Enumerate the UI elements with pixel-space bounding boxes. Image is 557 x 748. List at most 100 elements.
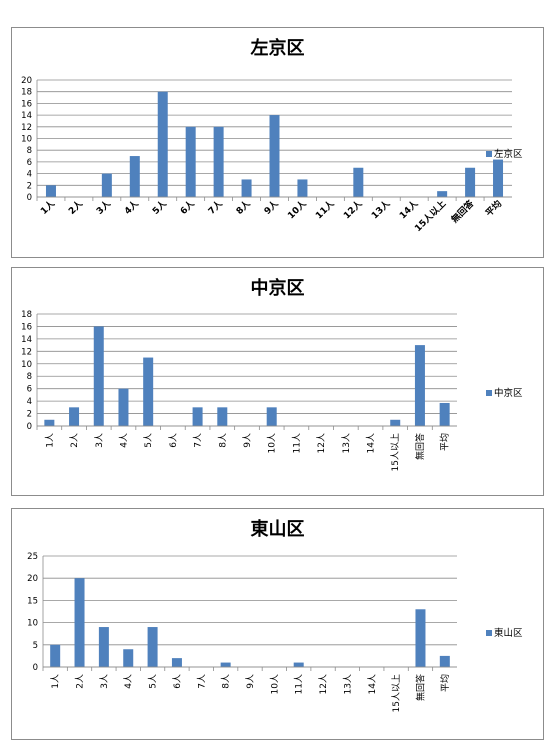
bar [269,115,280,197]
bar [439,655,450,667]
legend-label: 中京区 [494,387,523,399]
y-tick-label: 0 [27,193,32,203]
y-tick-label: 4 [27,397,32,407]
bar [297,179,308,197]
bar [217,407,228,426]
x-tick-label: 12人 [318,674,329,694]
x-tick-label: 1人 [44,433,55,448]
legend-swatch [486,630,492,636]
y-tick-label: 6 [27,158,32,168]
y-tick-label: 0 [33,663,38,673]
x-tick-label: 8人 [217,433,228,448]
bar [185,126,196,197]
x-tick-label: 13人 [341,433,352,453]
bar [74,578,85,667]
chart-panel-sakyo: 左京区 0 2 4 6 8 10 12 14 16 18 20 1人 2人 3人 4人 5人 6人 7人 8人 9人 10… [11,27,544,258]
bar [266,407,277,426]
bar [101,173,112,197]
bar [50,644,61,667]
x-tick-label: 2人 [66,197,86,217]
bar [192,407,203,426]
bar [45,185,56,197]
y-tick-label: 15 [27,596,38,606]
bar [415,609,426,667]
x-tick-label: 平均 [483,198,504,219]
bar [69,407,80,426]
x-tick-label: 14人 [367,674,378,694]
x-tick-label: 15人以上 [390,433,401,471]
x-tick-label: 無回答 [414,433,426,460]
y-tick-label: 12 [21,123,32,133]
y-tick-label: 16 [21,322,32,332]
chart-title: 左京区 [251,37,305,59]
bar [129,156,140,197]
x-tick-label: 平均 [439,433,451,451]
x-tick-label: 14人 [366,433,377,453]
y-tick-label: 20 [27,574,38,584]
legend-label: 東山区 [494,627,523,639]
chart-title: 中京区 [251,277,305,299]
x-tick-label: 無回答 [414,674,426,701]
chart-panel-nakagyo: 中京区 0 2 4 6 8 10 12 14 16 18 1人 2人 3人 4人 5人 6人 7人 8人 9人 10人 1… [11,267,544,496]
y-tick-label: 10 [27,619,38,629]
y-tick-label: 16 [21,99,32,109]
y-tick-label: 25 [27,552,38,562]
x-tick-label: 5人 [143,433,154,448]
y-tick-label: 12 [21,347,32,357]
bar [493,159,504,197]
x-tick-label: 5人 [148,674,159,689]
chart-panel-higashiyama: 東山区 0 5 10 15 20 25 1人 2人 3人 4人 5人 6人 7人 8人 9人 10人 11人 12人… [11,508,544,740]
y-tick-label: 18 [21,88,32,98]
bar [213,126,224,197]
x-tick-label: 1人 [50,674,61,689]
x-tick-label: 9人 [261,197,281,217]
x-tick-label: 15人以上 [391,674,402,712]
x-tick-label: 11人 [294,674,305,694]
x-tick-label: 12人 [316,433,327,453]
x-tick-label: 5人 [150,197,170,217]
y-tick-label: 0 [27,422,32,432]
x-tick-label: 6人 [172,674,183,689]
x-tick-label: 7人 [205,197,225,217]
y-tick-label: 8 [27,372,32,382]
x-tick-label: 3人 [94,197,114,217]
x-tick-label: 3人 [99,674,110,689]
x-tick-label: 6人 [178,197,198,217]
bar [157,91,168,197]
y-tick-label: 4 [27,170,32,180]
y-tick-label: 8 [27,146,32,156]
bar [414,345,425,426]
x-tick-label: 1人 [38,197,58,217]
x-tick-label: 8人 [221,674,232,689]
legend-label: 左京区 [494,148,523,160]
bar [93,326,104,426]
bar [118,388,129,426]
y-tick-label: 10 [21,360,32,370]
chart-nakagyo: 中京区 0 2 4 6 8 10 12 14 16 18 1人 2人 3人 4人 5人 6人 7人 8人 9人 10人 1… [21,277,523,471]
y-tick-label: 10 [21,135,32,145]
y-tick-label: 6 [27,385,32,395]
y-tick-label: 14 [21,335,32,345]
bar [437,191,448,197]
y-tick-label: 5 [33,641,38,651]
y-tick-label: 20 [21,76,32,86]
x-tick-label: 10人 [267,433,278,453]
x-tick-label: 6人 [168,433,179,448]
x-tick-label: 平均 [439,674,451,692]
x-tick-label: 4人 [123,674,134,689]
x-tick-label: 9人 [245,674,256,689]
bar [44,419,55,426]
x-tick-label: 10人 [269,674,280,694]
legend-swatch [486,390,492,396]
chart-title: 東山区 [251,518,305,540]
x-tick-label: 2人 [75,674,86,689]
x-tick-label: 無回答 [449,197,477,225]
x-tick-label: 4人 [122,197,142,217]
chart-higashiyama: 東山区 0 5 10 15 20 25 1人 2人 3人 4人 5人 6人 7人 8人 9人 10人 11人 12人… [27,518,523,712]
legend-swatch [486,151,492,157]
bar [98,627,109,667]
y-tick-label: 2 [27,181,32,191]
x-tick-label: 8人 [233,197,253,217]
bar [147,627,158,667]
x-tick-label: 11人 [291,433,302,453]
